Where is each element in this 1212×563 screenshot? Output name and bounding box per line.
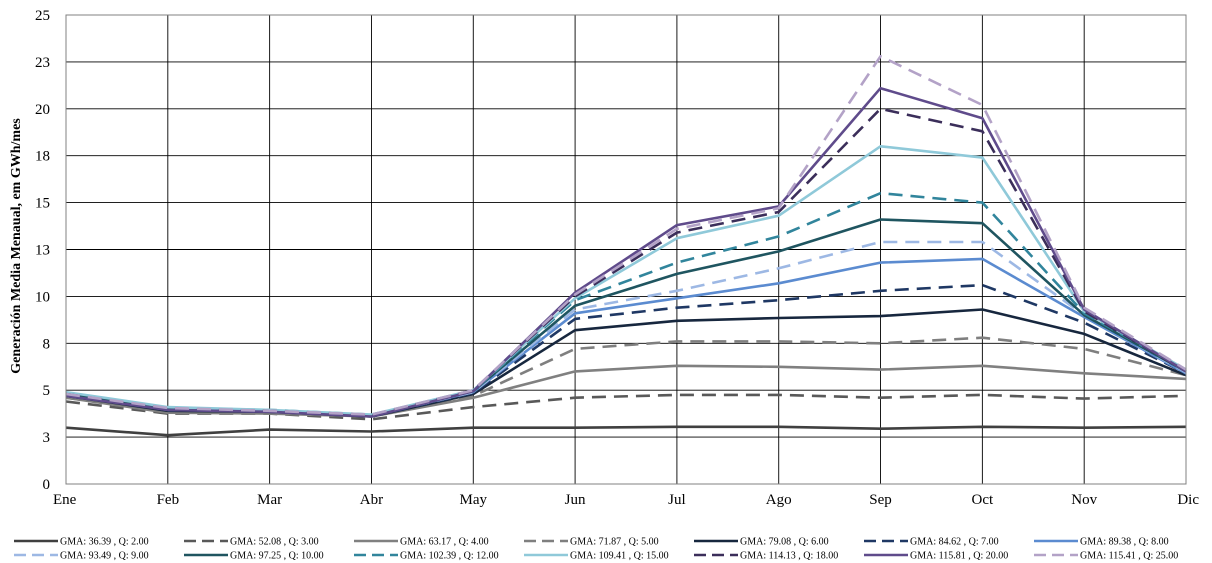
legend-label: GMA: 79.08 , Q: 6.00	[740, 537, 829, 548]
y-tick-label: 5	[43, 383, 51, 399]
y-tick-label: 8	[43, 336, 51, 352]
y-tick-label: 23	[35, 55, 50, 71]
series-line-1	[65, 393, 1187, 421]
y-tick-label: 0	[43, 477, 51, 493]
series-lines	[65, 54, 1187, 437]
legend-label: GMA: 115.41 , Q: 25.00	[1080, 551, 1178, 562]
plot-area-border	[65, 14, 1187, 485]
legend-label: GMA: 114.13 , Q: 18.00	[740, 551, 838, 562]
legend-item: GMA: 71.87 , Q: 5.00	[524, 537, 659, 548]
x-tick-label: Feb	[157, 492, 180, 508]
x-axis-tick-labels: Ene Feb Mar Abr May Jun Jul Ago Sep Oct Nov Dic	[53, 492, 1199, 508]
legend-item: GMA: 115.41 , Q: 25.00	[1034, 551, 1178, 562]
legend-label: GMA: 115.81 , Q: 20.00	[910, 551, 1008, 562]
legend-label: GMA: 109.41 , Q: 15.00	[570, 551, 669, 562]
legend-item: GMA: 84.62 , Q: 7.00	[864, 537, 999, 548]
x-tick-label: Abr	[360, 492, 383, 508]
legend-label: GMA: 89.38 , Q: 8.00	[1080, 537, 1169, 548]
series-line-3	[65, 336, 1187, 418]
legend-label: GMA: 36.39 , Q: 2.00	[60, 537, 149, 548]
x-tick-label: Ago	[766, 492, 792, 508]
legend-label: GMA: 97.25 , Q: 10.00	[230, 551, 324, 562]
y-axis-title: Generación Media Menaual, em GWh/mes	[9, 118, 24, 374]
x-tick-label: Oct	[972, 492, 994, 508]
series-line-4	[65, 308, 1187, 418]
legend-label: GMA: 71.87 , Q: 5.00	[570, 537, 659, 548]
y-tick-label: 10	[35, 289, 50, 305]
legend-item: GMA: 36.39 , Q: 2.00	[14, 537, 149, 548]
y-tick-label: 13	[35, 243, 50, 259]
x-tick-label: Jun	[565, 492, 586, 508]
y-tick-label: 20	[35, 102, 50, 118]
legend-item: GMA: 79.08 , Q: 6.00	[694, 537, 829, 548]
legend-label: GMA: 93.49 , Q: 9.00	[60, 551, 149, 562]
y-tick-label: 25	[35, 8, 50, 24]
series-line-9	[65, 191, 1187, 416]
legend-item: GMA: 89.38 , Q: 8.00	[1034, 537, 1169, 548]
x-tick-label: May	[460, 492, 488, 508]
y-tick-label: 3	[43, 430, 51, 446]
legend-item: GMA: 97.25 , Q: 10.00	[184, 551, 324, 562]
x-tick-label: Sep	[869, 492, 892, 508]
y-axis-tick-labels: 0 3 5 8 10 13 15 18 20 23 25	[35, 8, 50, 493]
legend-item: GMA: 52.08 , Q: 3.00	[184, 537, 319, 548]
legend-item: GMA: 115.81 , Q: 20.00	[864, 551, 1008, 562]
legend-item: GMA: 109.41 , Q: 15.00	[524, 551, 669, 562]
legend-label: GMA: 63.17 , Q: 4.00	[400, 537, 489, 548]
y-tick-label: 18	[35, 149, 50, 165]
x-tick-label: Jul	[668, 492, 686, 508]
series-line-0	[65, 425, 1187, 437]
legend-item: GMA: 102.39 , Q: 12.00	[354, 551, 499, 562]
legend-item: GMA: 63.17 , Q: 4.00	[354, 537, 489, 548]
series-line-13	[65, 54, 1187, 416]
x-tick-label: Ene	[53, 492, 77, 508]
legend-item: GMA: 114.13 , Q: 18.00	[694, 551, 838, 562]
legend-label: GMA: 52.08 , Q: 3.00	[230, 537, 319, 548]
y-tick-label: 15	[35, 196, 50, 212]
x-tick-label: Nov	[1071, 492, 1097, 508]
legend-label: GMA: 84.62 , Q: 7.00	[910, 537, 999, 548]
x-tick-label: Mar	[257, 492, 282, 508]
legend-item: GMA: 93.49 , Q: 9.00	[14, 551, 149, 562]
legend-label: GMA: 102.39 , Q: 12.00	[400, 551, 499, 562]
legend: GMA: 36.39 , Q: 2.00 GMA: 52.08 , Q: 3.00…	[14, 537, 1178, 562]
x-tick-label: Dic	[1177, 492, 1199, 508]
